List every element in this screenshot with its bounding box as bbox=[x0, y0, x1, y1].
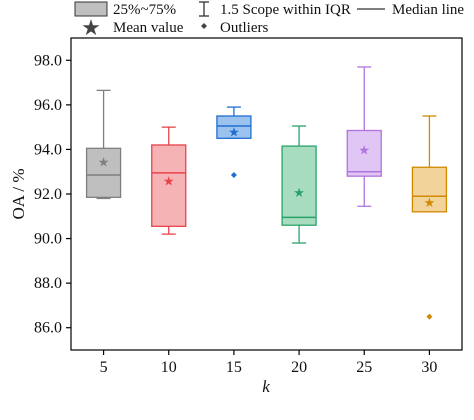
y-tick-label: 86.0 bbox=[34, 320, 62, 337]
box-group-k-10: ★ bbox=[151, 126, 187, 235]
x-tick-label: 30 bbox=[421, 359, 437, 376]
legend-box-swatch bbox=[74, 1, 108, 17]
y-tick-label: 98.0 bbox=[34, 52, 62, 69]
x-axis-label: k bbox=[262, 377, 270, 396]
iqr-box bbox=[216, 115, 252, 139]
mean-marker: ★ bbox=[228, 125, 240, 140]
legend-outlier-swatch bbox=[201, 23, 207, 29]
legend-median-label: Median line bbox=[392, 2, 464, 18]
y-axis-label: OA / % bbox=[9, 169, 28, 220]
iqr-box bbox=[411, 166, 448, 213]
x-tick-label: 5 bbox=[100, 359, 108, 376]
legend-outlier-label: Outliers bbox=[220, 20, 268, 36]
y-tick-label: 94.0 bbox=[34, 141, 62, 158]
boxes: ★ ★ ★ ★ ★ ★ bbox=[85, 66, 448, 320]
legend-mean-swatch: ★ bbox=[81, 15, 101, 40]
mean-marker: ★ bbox=[293, 185, 305, 200]
iqr-box bbox=[85, 147, 122, 198]
x-tick-label: 15 bbox=[226, 359, 242, 376]
box-group-k-20: ★ bbox=[281, 125, 317, 244]
axis-ticks: 86.0 88.0 90.0 92.0 94.0 96.0 98.0 5 10 15 20 25 30 bbox=[34, 52, 437, 376]
y-tick-label: 96.0 bbox=[34, 97, 62, 114]
outlier-point bbox=[426, 313, 433, 320]
x-tick-label: 10 bbox=[161, 359, 177, 376]
y-tick-label: 92.0 bbox=[34, 186, 62, 203]
box-group-k-15: ★ bbox=[216, 106, 252, 179]
mean-marker: ★ bbox=[424, 195, 436, 210]
legend-whisker-label: 1.5 Scope within IQR bbox=[220, 2, 351, 18]
iqr-box bbox=[151, 144, 187, 227]
box-group-k-30: ★ bbox=[411, 115, 448, 320]
outlier-point bbox=[230, 172, 237, 179]
x-tick-label: 25 bbox=[356, 359, 372, 376]
mean-marker: ★ bbox=[98, 155, 110, 170]
legend-mean-label: Mean value bbox=[113, 20, 184, 36]
plot-area-frame bbox=[70, 37, 463, 351]
iqr-box bbox=[346, 129, 382, 177]
mean-marker: ★ bbox=[163, 174, 175, 189]
box-group-k-25: ★ bbox=[346, 66, 382, 207]
mean-marker: ★ bbox=[358, 142, 370, 157]
legend-whisker-swatch bbox=[199, 1, 209, 17]
legend-box-label: 25%~75% bbox=[113, 2, 176, 18]
x-tick-label: 20 bbox=[291, 359, 307, 376]
legend: 25%~75% 1.5 Scope within IQR Median line… bbox=[74, 1, 464, 40]
box-group-k-5: ★ bbox=[85, 89, 122, 200]
y-tick-label: 88.0 bbox=[34, 275, 62, 292]
y-tick-label: 90.0 bbox=[34, 231, 62, 248]
iqr-box bbox=[281, 145, 317, 226]
